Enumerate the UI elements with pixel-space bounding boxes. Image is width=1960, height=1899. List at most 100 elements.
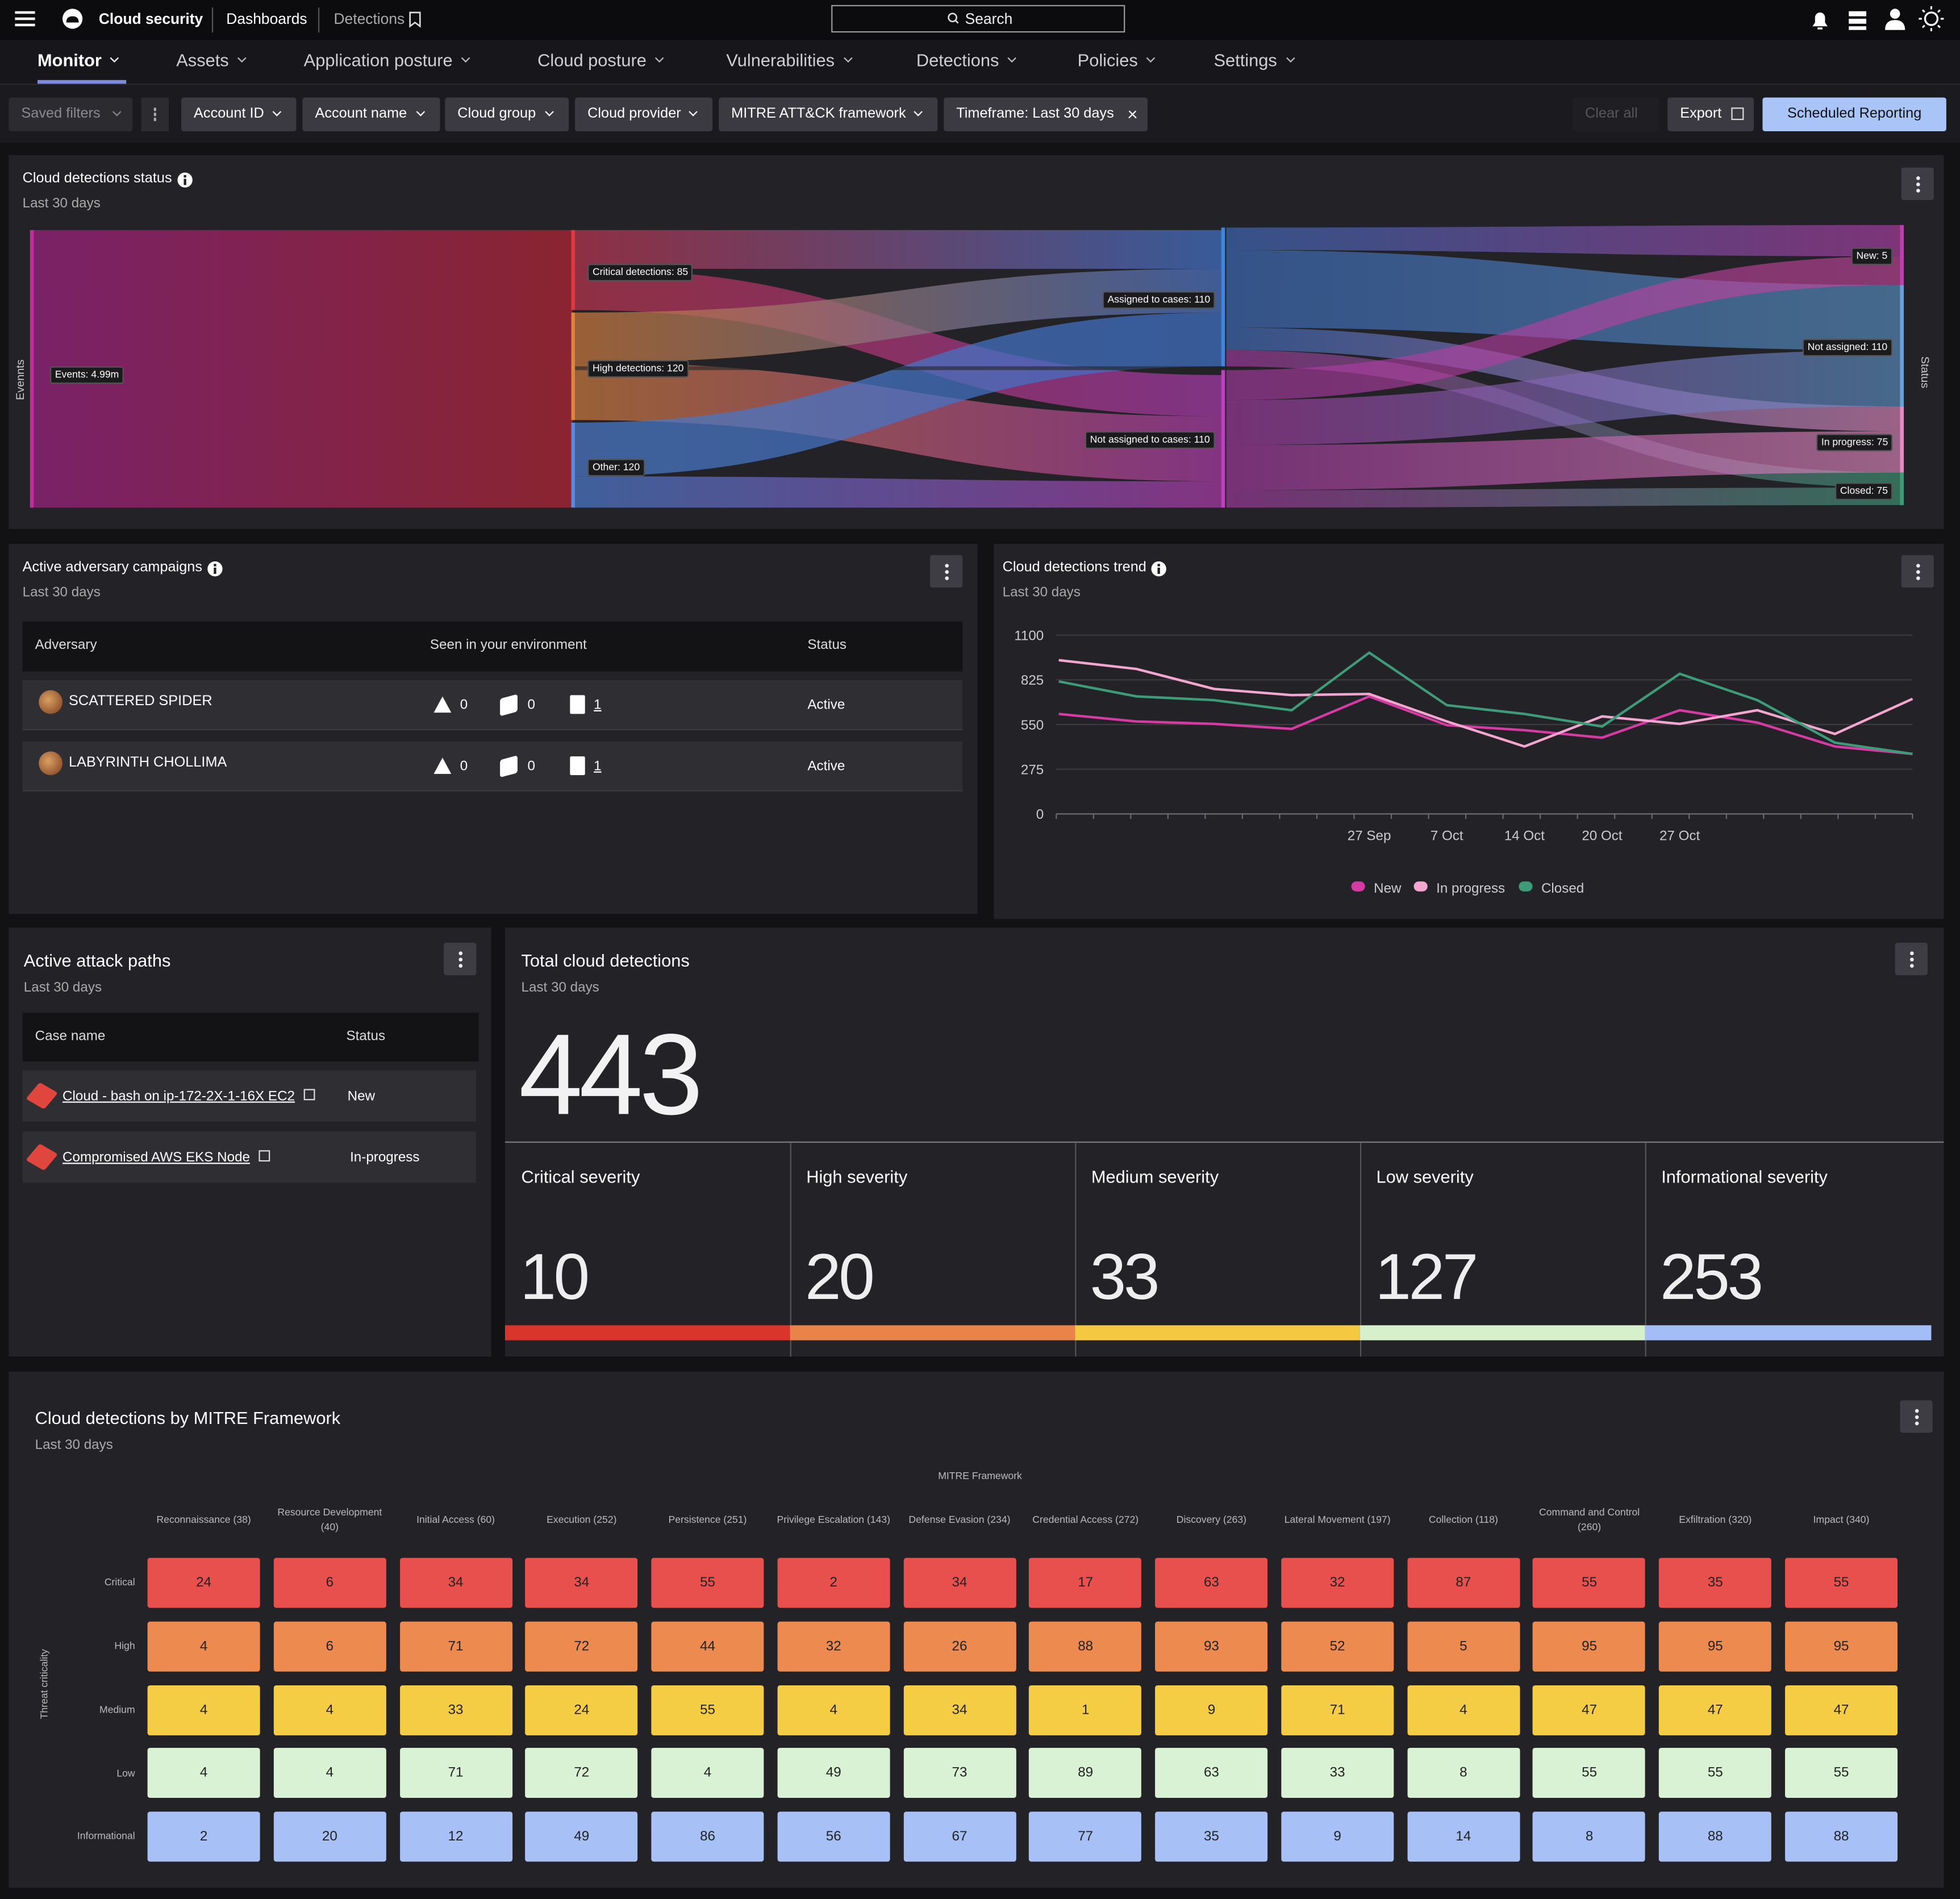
- filters-menu[interactable]: [141, 97, 169, 132]
- heatmap-cell[interactable]: 8: [1407, 1748, 1520, 1798]
- heatmap-cell[interactable]: 24: [147, 1557, 260, 1608]
- theme-icon[interactable]: [1924, 11, 1939, 26]
- panel-menu-button[interactable]: [1901, 167, 1934, 201]
- heatmap-cell[interactable]: 34: [399, 1557, 512, 1608]
- notifications-icon[interactable]: [1812, 13, 1828, 30]
- heatmap-cell[interactable]: 32: [1281, 1557, 1394, 1608]
- panel-menu-button[interactable]: [444, 943, 477, 976]
- heatmap-cell[interactable]: 26: [903, 1621, 1016, 1672]
- heatmap-cell[interactable]: 4: [777, 1685, 890, 1735]
- nav-item[interactable]: Detections: [916, 49, 999, 70]
- adversary-name[interactable]: SCATTERED SPIDER: [69, 694, 212, 709]
- heatmap-cell[interactable]: 4: [273, 1748, 386, 1798]
- heatmap-cell[interactable]: 1: [1029, 1685, 1142, 1735]
- nav-item[interactable]: Application posture: [303, 49, 453, 70]
- heatmap-cell[interactable]: 95: [1533, 1621, 1646, 1672]
- heatmap-cell[interactable]: 55: [1659, 1748, 1772, 1798]
- nav-item[interactable]: Cloud posture: [537, 49, 647, 70]
- heatmap-cell[interactable]: 55: [1785, 1557, 1898, 1608]
- heatmap-cell[interactable]: 47: [1533, 1685, 1646, 1735]
- filter-button[interactable]: Cloud provider: [575, 97, 713, 132]
- filter-button[interactable]: Account name: [302, 97, 440, 132]
- heatmap-cell[interactable]: 73: [903, 1748, 1016, 1798]
- nav-item[interactable]: Vulnerabilities: [726, 49, 835, 70]
- heatmap-cell[interactable]: 6: [273, 1557, 386, 1608]
- adversary-name[interactable]: LABYRINTH CHOLLIMA: [69, 755, 227, 771]
- heatmap-cell[interactable]: 72: [525, 1621, 638, 1672]
- heatmap-cell[interactable]: 34: [525, 1557, 638, 1608]
- scheduled-reporting-button[interactable]: Scheduled Reporting: [1762, 97, 1946, 132]
- heatmap-cell[interactable]: 17: [1029, 1557, 1142, 1608]
- heatmap-cell[interactable]: 63: [1155, 1557, 1268, 1608]
- case-link[interactable]: Compromised AWS EKS Node: [62, 1151, 251, 1166]
- case-link[interactable]: Cloud - bash on ip-172-2X-1-16X EC2: [62, 1089, 295, 1105]
- heatmap-cell[interactable]: 56: [777, 1811, 890, 1862]
- panel-menu-button[interactable]: [1895, 943, 1928, 976]
- heatmap-cell[interactable]: 4: [147, 1748, 260, 1798]
- heatmap-cell[interactable]: 52: [1281, 1621, 1394, 1672]
- heatmap-cell[interactable]: 95: [1785, 1621, 1898, 1672]
- user-icon[interactable]: [1890, 9, 1900, 19]
- timeframe-filter[interactable]: Timeframe: Last 30 days: [944, 97, 1148, 132]
- heatmap-cell[interactable]: 9: [1281, 1811, 1394, 1862]
- heatmap-cell[interactable]: 86: [651, 1811, 764, 1862]
- heatmap-cell[interactable]: 89: [1029, 1748, 1142, 1798]
- heatmap-cell[interactable]: 20: [273, 1811, 386, 1862]
- heatmap-cell[interactable]: 95: [1659, 1621, 1772, 1672]
- heatmap-cell[interactable]: 4: [273, 1685, 386, 1735]
- search-box[interactable]: [831, 5, 1125, 33]
- export-button[interactable]: Export: [1667, 97, 1754, 132]
- heatmap-cell[interactable]: 55: [1533, 1748, 1646, 1798]
- heatmap-cell[interactable]: 14: [1407, 1811, 1520, 1862]
- heatmap-cell[interactable]: 35: [1659, 1557, 1772, 1608]
- heatmap-cell[interactable]: 77: [1029, 1811, 1142, 1862]
- nav-item[interactable]: Policies: [1077, 49, 1138, 70]
- heatmap-cell[interactable]: 67: [903, 1811, 1016, 1862]
- apps-icon[interactable]: [1849, 11, 1867, 30]
- nav-item[interactable]: Monitor: [37, 49, 102, 70]
- heatmap-cell[interactable]: 63: [1155, 1748, 1268, 1798]
- heatmap-cell[interactable]: 4: [651, 1748, 764, 1798]
- heatmap-cell[interactable]: 71: [399, 1621, 512, 1672]
- report-link[interactable]: 1: [594, 698, 602, 714]
- heatmap-cell[interactable]: 87: [1407, 1557, 1520, 1608]
- heatmap-cell[interactable]: 47: [1659, 1685, 1772, 1735]
- report-link[interactable]: 1: [594, 759, 602, 774]
- heatmap-cell[interactable]: 4: [147, 1621, 260, 1672]
- heatmap-cell[interactable]: 88: [1029, 1621, 1142, 1672]
- heatmap-cell[interactable]: 44: [651, 1621, 764, 1672]
- heatmap-cell[interactable]: 72: [525, 1748, 638, 1798]
- heatmap-cell[interactable]: 55: [1533, 1557, 1646, 1608]
- panel-menu-button[interactable]: [930, 555, 963, 588]
- heatmap-cell[interactable]: 33: [399, 1685, 512, 1735]
- heatmap-cell[interactable]: 4: [1407, 1685, 1520, 1735]
- heatmap-cell[interactable]: 34: [903, 1685, 1016, 1735]
- nav-item[interactable]: Settings: [1213, 49, 1277, 70]
- heatmap-cell[interactable]: 71: [1281, 1685, 1394, 1735]
- filter-button[interactable]: Account ID: [181, 97, 297, 132]
- heatmap-cell[interactable]: 88: [1659, 1811, 1772, 1862]
- filter-button[interactable]: MITRE ATT&CK framework: [719, 97, 938, 132]
- heatmap-cell[interactable]: 34: [903, 1557, 1016, 1608]
- heatmap-cell[interactable]: 6: [273, 1621, 386, 1672]
- breadcrumb[interactable]: Dashboards: [226, 10, 307, 28]
- heatmap-cell[interactable]: 5: [1407, 1621, 1520, 1672]
- heatmap-cell[interactable]: 49: [777, 1748, 890, 1798]
- heatmap-cell[interactable]: 32: [777, 1621, 890, 1672]
- menu-icon[interactable]: [15, 11, 35, 27]
- heatmap-cell[interactable]: 55: [651, 1685, 764, 1735]
- heatmap-cell[interactable]: 93: [1155, 1621, 1268, 1672]
- heatmap-cell[interactable]: 55: [651, 1557, 764, 1608]
- heatmap-cell[interactable]: 2: [147, 1811, 260, 1862]
- heatmap-cell[interactable]: 24: [525, 1685, 638, 1735]
- heatmap-cell[interactable]: 47: [1785, 1685, 1898, 1735]
- heatmap-cell[interactable]: 33: [1281, 1748, 1394, 1798]
- filter-button[interactable]: Cloud group: [445, 97, 569, 132]
- heatmap-cell[interactable]: 2: [777, 1557, 890, 1608]
- heatmap-cell[interactable]: 8: [1533, 1811, 1646, 1862]
- heatmap-cell[interactable]: 88: [1785, 1811, 1898, 1862]
- saved-filters[interactable]: Saved filters: [9, 97, 133, 132]
- search-placeholder[interactable]: Search: [965, 10, 1013, 28]
- heatmap-cell[interactable]: 71: [399, 1748, 512, 1798]
- heatmap-cell[interactable]: 55: [1785, 1748, 1898, 1798]
